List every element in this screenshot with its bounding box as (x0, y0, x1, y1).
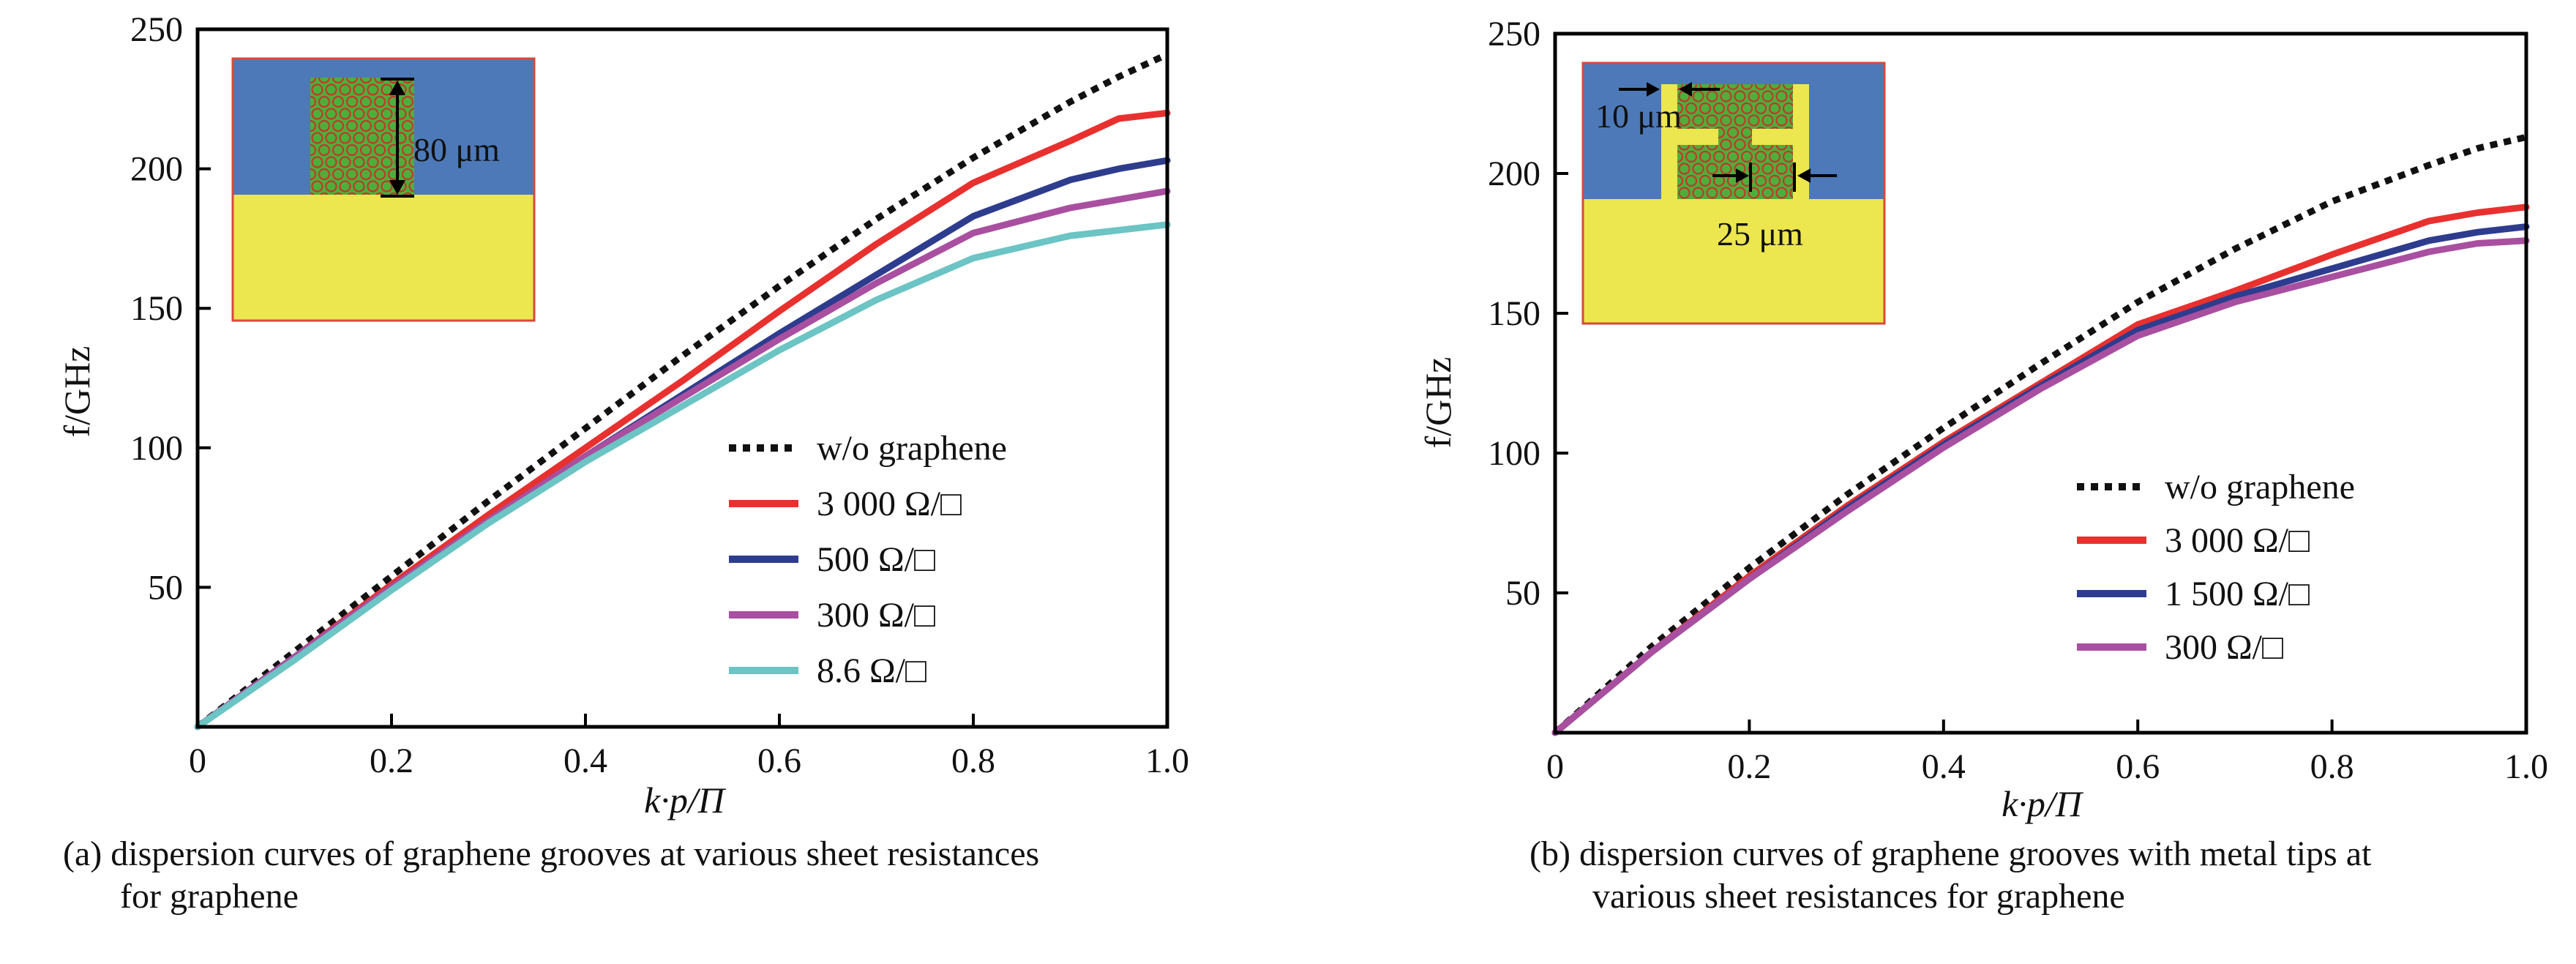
inset-groove-diagram: 80 μm (231, 57, 536, 322)
y-tick-label: 150 (130, 289, 183, 328)
series-line-1 (195, 51, 1169, 730)
inset-border (231, 57, 536, 322)
legend-label: 3 000 Ω/□ (2165, 521, 2310, 560)
legend-label: 500 Ω/□ (817, 540, 935, 579)
x-tick-label: 0 (189, 741, 206, 780)
y-tick-label: 200 (1488, 154, 1540, 193)
legend-label: 3 000 Ω/□ (817, 485, 962, 523)
inset-metal-region (1583, 199, 1884, 324)
legend: w/o graphene 3 000 Ω/□ 500 Ω/□ 300 Ω/□ 8.6 Ω… (729, 429, 1007, 690)
y-tick-label: 150 (1488, 294, 1540, 333)
caption-b: (b) dispersion curves of graphene groove… (1530, 833, 2371, 917)
legend-label: 1 500 Ω/□ (2165, 575, 2310, 613)
x-axis-label: k·p/Π (2002, 783, 2084, 824)
inset-border (1581, 61, 1886, 325)
x-tick-label: 0.6 (2116, 747, 2160, 786)
groove-left-wall (1661, 84, 1677, 199)
y-tick-label: 100 (1488, 434, 1540, 473)
chart-panel-b: 0 0.2 0.4 0.6 0.8 1.0 50 100 150 200 250 k·p/Π f/GHz… (1418, 15, 2548, 824)
legend-label: w/o graphene (2165, 468, 2355, 507)
x-tick-label: 0.6 (757, 741, 801, 780)
metal-tip-left (1677, 129, 1718, 145)
series-line-5 (194, 221, 1171, 731)
metal-tip-right (1752, 129, 1793, 145)
y-tick-label: 250 (1488, 15, 1540, 53)
x-tick-label: 0.4 (564, 741, 607, 780)
legend-label: 300 Ω/□ (817, 596, 935, 635)
plot-frame (1553, 31, 2528, 735)
x-tick-label: 0.2 (1727, 747, 1771, 786)
caption-a-line1: (a) dispersion curves of graphene groove… (63, 834, 1040, 873)
inset-dimension-label: 80 μm (413, 131, 500, 168)
inset-groove-tip-diagram: 10 μm 25 μm (1581, 61, 1886, 325)
inset-dimension-label-1: 10 μm (1595, 97, 1682, 135)
caption-a: (a) dispersion curves of graphene groove… (63, 833, 1039, 917)
series-line-4 (1551, 237, 2530, 736)
dimension-arrow-25um (1712, 162, 1837, 192)
legend-label: 8.6 Ω/□ (817, 651, 926, 690)
plot-frame (195, 27, 1169, 729)
y-tick-label: 200 (130, 150, 183, 189)
caption-b-line2: various sheet resistances for graphene (1592, 876, 2125, 916)
dimension-arrow (381, 78, 414, 198)
caption-b-line1: (b) dispersion curves of graphene groove… (1530, 834, 2372, 873)
inset-metal-region (233, 195, 534, 321)
groove-right-wall (1793, 84, 1809, 199)
series-line-1 (1553, 133, 2528, 736)
x-tick-label: 0.4 (1922, 747, 1966, 786)
x-axis-label: k·p/Π (644, 780, 727, 821)
y-axis-label: f/GHz (1418, 357, 1459, 449)
x-tick-label: 0.2 (370, 741, 413, 780)
dimension-arrow-10um (1619, 82, 1720, 97)
y-tick-label: 50 (1505, 574, 1540, 613)
x-tick-label: 1.0 (1145, 741, 1189, 780)
y-tick-label: 50 (148, 568, 183, 607)
legend-label: 300 Ω/□ (2165, 628, 2283, 667)
inset-dimension-label-2: 25 μm (1717, 215, 1803, 253)
y-axis-label: f/GHz (56, 346, 97, 438)
caption-a-line2: for graphene (120, 876, 299, 916)
y-tick-label: 250 (130, 10, 183, 49)
graphene-hex-lattice (310, 78, 414, 195)
chart-panel-a: 0 0.2 0.4 0.6 0.8 1.0 50 100 150 200 250 k·p/Π f/GHz… (56, 10, 1189, 821)
y-tick-label: 100 (130, 429, 183, 468)
x-tick-label: 0.8 (951, 741, 995, 780)
legend-label: w/o graphene (817, 429, 1007, 468)
x-tick-label: 0.8 (2310, 747, 2354, 786)
x-tick-label: 1.0 (2504, 747, 2548, 786)
x-tick-label: 0 (1546, 747, 1564, 786)
legend: w/o graphene 3 000 Ω/□ 1 500 Ω/□ 300 Ω/□ (2077, 468, 2355, 667)
